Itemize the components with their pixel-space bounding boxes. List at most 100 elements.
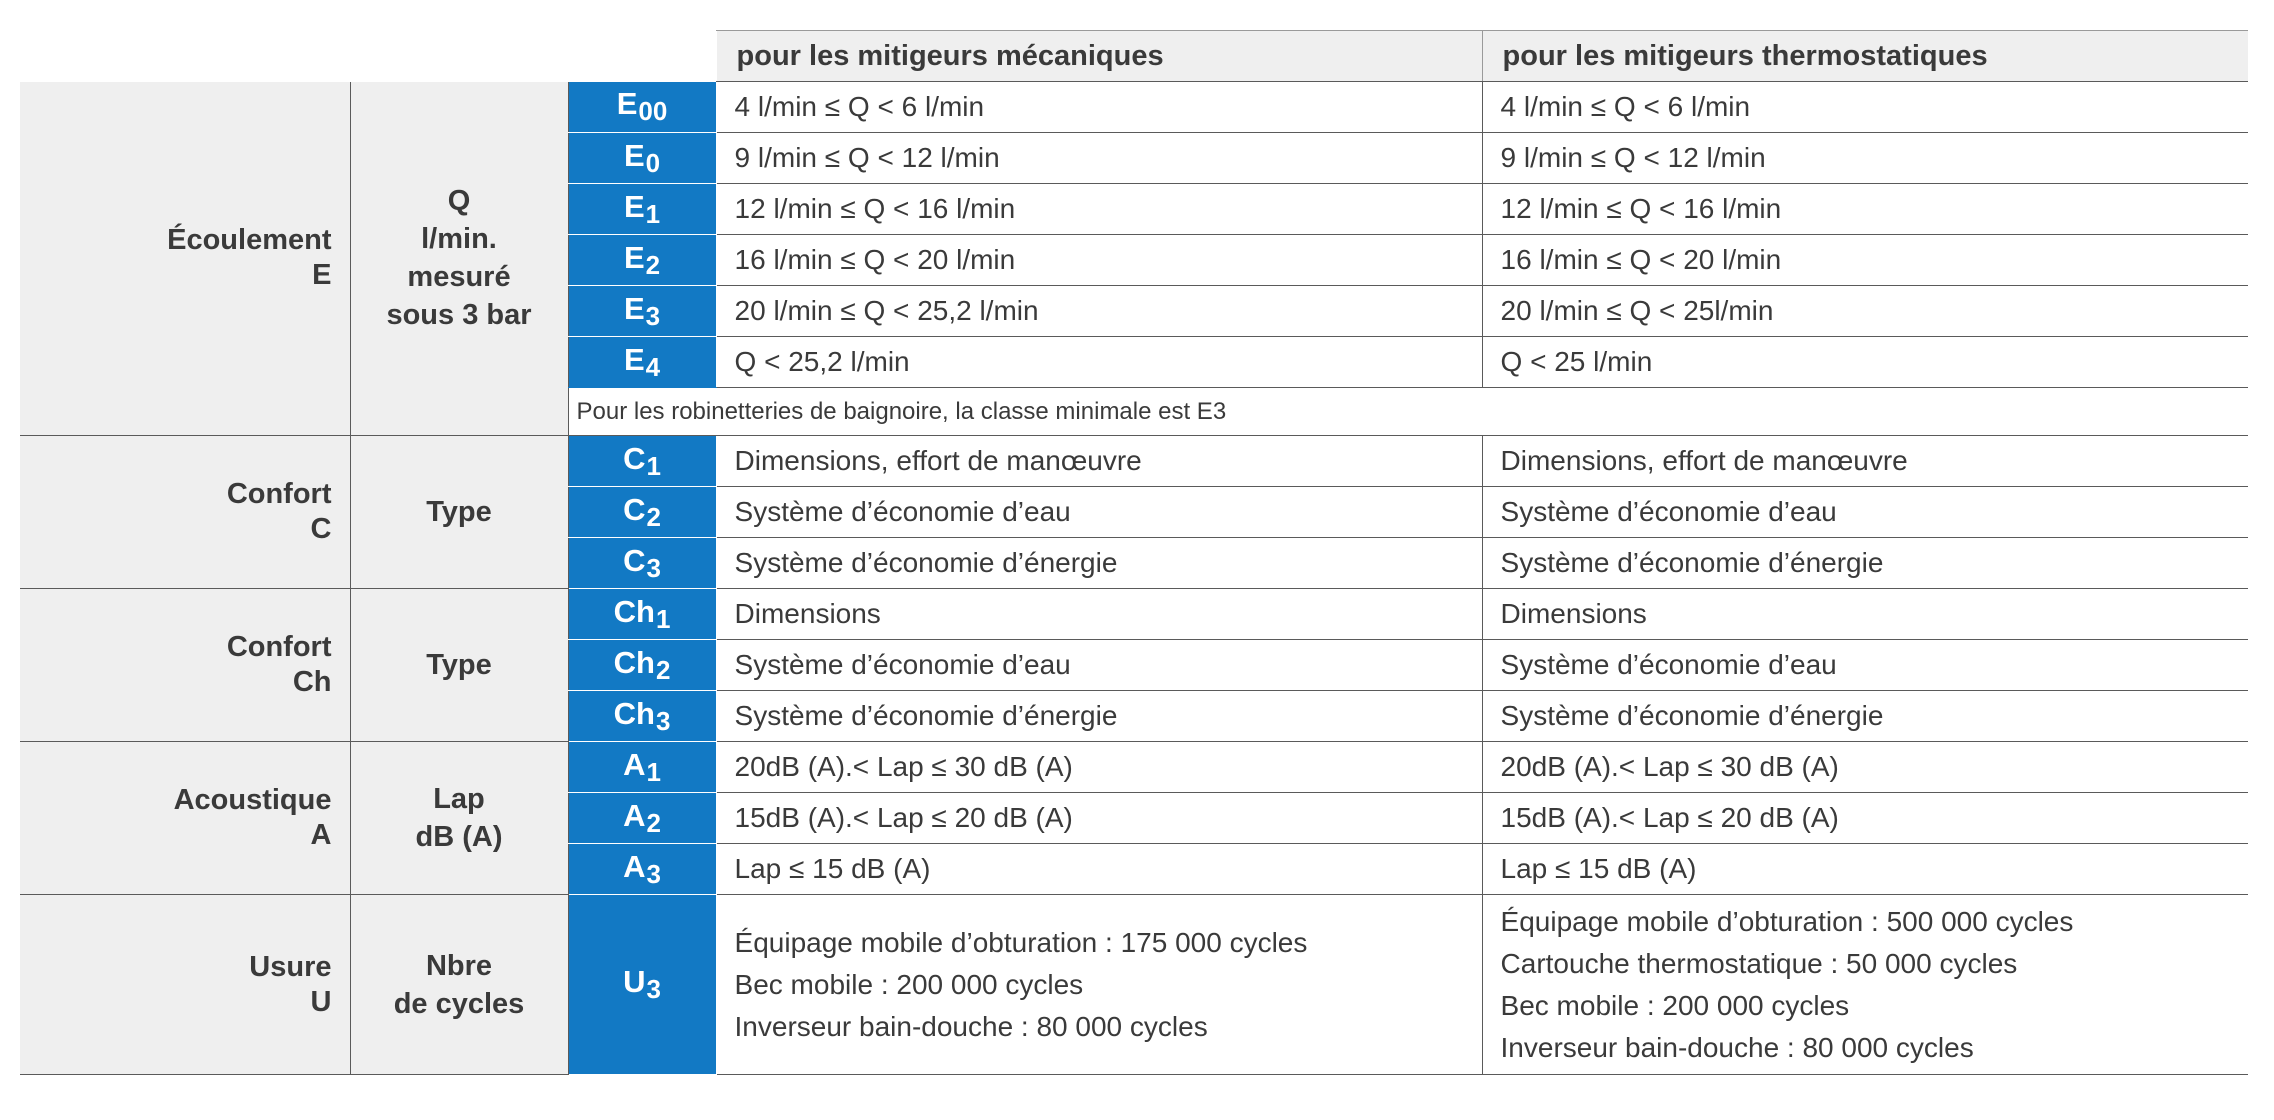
mechanical-value: Équipage mobile d’obturation : 175 000 c… xyxy=(715,894,1483,1075)
class-code: E1 xyxy=(567,183,717,235)
mechanical-value: 12 l/min ≤ Q < 16 l/min xyxy=(715,183,1483,235)
class-code-letter: E xyxy=(623,290,645,326)
class-code-letter: E xyxy=(616,86,638,122)
mechanical-value: 4 l/min ≤ Q < 6 l/min xyxy=(715,81,1483,133)
value-line: Inverseur bain-douche : 80 000 cycles xyxy=(734,1010,1208,1042)
mechanical-value: 16 l/min ≤ Q < 20 l/min xyxy=(715,234,1483,286)
class-code-letter: E xyxy=(623,137,645,173)
class-code-letter: E xyxy=(623,341,645,377)
class-code-index: 0 xyxy=(645,147,661,178)
class-code-letter: C xyxy=(623,491,646,527)
class-code-index: 3 xyxy=(646,974,661,1004)
class-code-index: 00 xyxy=(638,96,668,127)
mechanical-value: Système d’économie d’énergie xyxy=(715,690,1483,742)
class-code-index: 2 xyxy=(655,654,671,685)
measure-line: mesuré xyxy=(407,261,511,294)
class-code-letter: Ch xyxy=(613,593,655,629)
class-code: Ch1 xyxy=(567,588,717,640)
mechanical-value: Système d’économie d’eau xyxy=(715,639,1483,691)
class-code-index: 3 xyxy=(646,858,661,889)
value-line: Inverseur bain-douche : 80 000 cycles xyxy=(1500,1031,1974,1063)
class-code-index: 4 xyxy=(645,351,661,382)
category-line: Acoustique xyxy=(173,784,332,816)
category-line: Usure xyxy=(249,950,332,983)
comfort-c-row: Confort C Type C1 Dimensions, effort de manœ… xyxy=(20,435,2249,589)
value-line: Bec mobile : 200 000 cycles xyxy=(734,968,1084,1000)
measure-line: Lap xyxy=(433,783,485,815)
header-row: pour les mitigeurs mécaniques pour les m… xyxy=(20,30,2249,82)
comfort-ch-measure: Type xyxy=(349,588,568,742)
class-code: C1 xyxy=(567,435,717,487)
class-code: A2 xyxy=(567,792,717,844)
mechanical-value: Système d’économie d’énergie xyxy=(715,537,1483,589)
flow-row: E0 9 l/min ≤ Q < 12 l/min 9 l/min ≤ Q < 12… xyxy=(20,132,2249,184)
flow-note: Pour les robinetteries de baignoire, la … xyxy=(567,387,2249,436)
header-blank xyxy=(20,30,717,82)
thermostatic-value: Équipage mobile d’obturation : 500 000 c… xyxy=(1481,894,2249,1075)
category-line: Confort xyxy=(226,631,332,663)
class-code: Ch2 xyxy=(567,639,717,691)
category-line: Confort xyxy=(226,478,332,510)
mechanical-value: 20 l/min ≤ Q < 25,2 l/min xyxy=(715,285,1483,337)
wear-measure: Nbre de cycles xyxy=(349,894,568,1075)
thermostatic-value: Q < 25 l/min xyxy=(1481,336,2249,388)
class-code-index: 2 xyxy=(646,807,661,838)
measure-line: Type xyxy=(426,496,492,528)
thermostatic-value: Dimensions, effort de manœuvre xyxy=(1481,435,2249,487)
class-code-index: 2 xyxy=(646,501,661,532)
comfort-c-row: C3 Système d’économie d’énergie Système d’… xyxy=(20,537,2249,589)
value-line: Équipage mobile d’obturation : 500 000 c… xyxy=(1500,905,2074,937)
acoustic-category: Acoustique A xyxy=(20,741,350,895)
wear-row: Usure U Nbre de cycles U3 Équipage mobile d’o… xyxy=(20,894,2249,1075)
class-code: E2 xyxy=(567,234,717,286)
class-code: C2 xyxy=(567,486,717,538)
flow-row: E3 20 l/min ≤ Q < 25,2 l/min 20 l/min ≤ Q … xyxy=(20,285,2249,337)
comfort-c-measure: Type xyxy=(349,435,568,589)
measure-line: Nbre xyxy=(425,949,493,982)
mechanical-value: 9 l/min ≤ Q < 12 l/min xyxy=(715,132,1483,184)
comfort-ch-row: Confort Ch Type Ch1 Dimensions Dimensions xyxy=(20,588,2249,742)
class-code-letter: A xyxy=(623,797,646,833)
comfort-ch-category: Confort Ch xyxy=(20,588,350,742)
category-line: Ch xyxy=(292,666,332,698)
comfort-c-row: C2 Système d’économie d’eau Système d’écon… xyxy=(20,486,2249,538)
mechanical-value: Dimensions xyxy=(715,588,1483,640)
thermostatic-value: 16 l/min ≤ Q < 20 l/min xyxy=(1481,234,2249,286)
class-code: E3 xyxy=(567,285,717,337)
measure-line: de cycles xyxy=(393,987,525,1020)
flow-row: E1 12 l/min ≤ Q < 16 l/min 12 l/min ≤ Q < … xyxy=(20,183,2249,235)
category-line: C xyxy=(310,513,332,545)
class-code-index: 1 xyxy=(645,198,661,229)
class-code-index: 2 xyxy=(645,249,661,280)
value-line: Équipage mobile d’obturation : 175 000 c… xyxy=(734,926,1308,958)
thermostatic-value: 15dB (A).< Lap ≤ 20 dB (A) xyxy=(1481,792,2249,844)
comfort-ch-row: Ch2 Système d’économie d’eau Système d’éco… xyxy=(20,639,2249,691)
thermostatic-value: 12 l/min ≤ Q < 16 l/min xyxy=(1481,183,2249,235)
class-code-letter: E xyxy=(623,188,645,224)
class-code-letter: C xyxy=(623,542,646,578)
class-code-index: 3 xyxy=(655,705,671,736)
acoustic-row: A2 15dB (A).< Lap ≤ 20 dB (A) 15dB (A).< L… xyxy=(20,792,2249,844)
class-code: E4 xyxy=(567,336,717,388)
flow-row: E2 16 l/min ≤ Q < 20 l/min 16 l/min ≤ Q < … xyxy=(20,234,2249,286)
thermostatic-value: Système d’économie d’énergie xyxy=(1481,537,2249,589)
class-code: E0 xyxy=(567,132,717,184)
class-code-index: 1 xyxy=(646,756,661,787)
class-code-letter: Ch xyxy=(613,644,655,680)
header-thermostatic: pour les mitigeurs thermostatiques xyxy=(1481,30,2249,82)
class-code: A3 xyxy=(567,843,717,895)
thermostatic-value: Système d’économie d’énergie xyxy=(1481,690,2249,742)
comfort-ch-row: Ch3 Système d’économie d’énergie Système d… xyxy=(20,690,2249,742)
measure-line: Type xyxy=(426,649,492,681)
class-code-letter: E xyxy=(623,239,645,275)
mechanical-value: 15dB (A).< Lap ≤ 20 dB (A) xyxy=(715,792,1483,844)
thermostatic-value: Dimensions xyxy=(1481,588,2249,640)
mechanical-value: Q < 25,2 l/min xyxy=(715,336,1483,388)
class-code: A1 xyxy=(567,741,717,793)
thermostatic-value: 20dB (A).< Lap ≤ 30 dB (A) xyxy=(1481,741,2249,793)
category-line: Écoulement xyxy=(167,224,332,257)
class-code: U3 xyxy=(567,894,717,1075)
mechanical-value: 20dB (A).< Lap ≤ 30 dB (A) xyxy=(715,741,1483,793)
